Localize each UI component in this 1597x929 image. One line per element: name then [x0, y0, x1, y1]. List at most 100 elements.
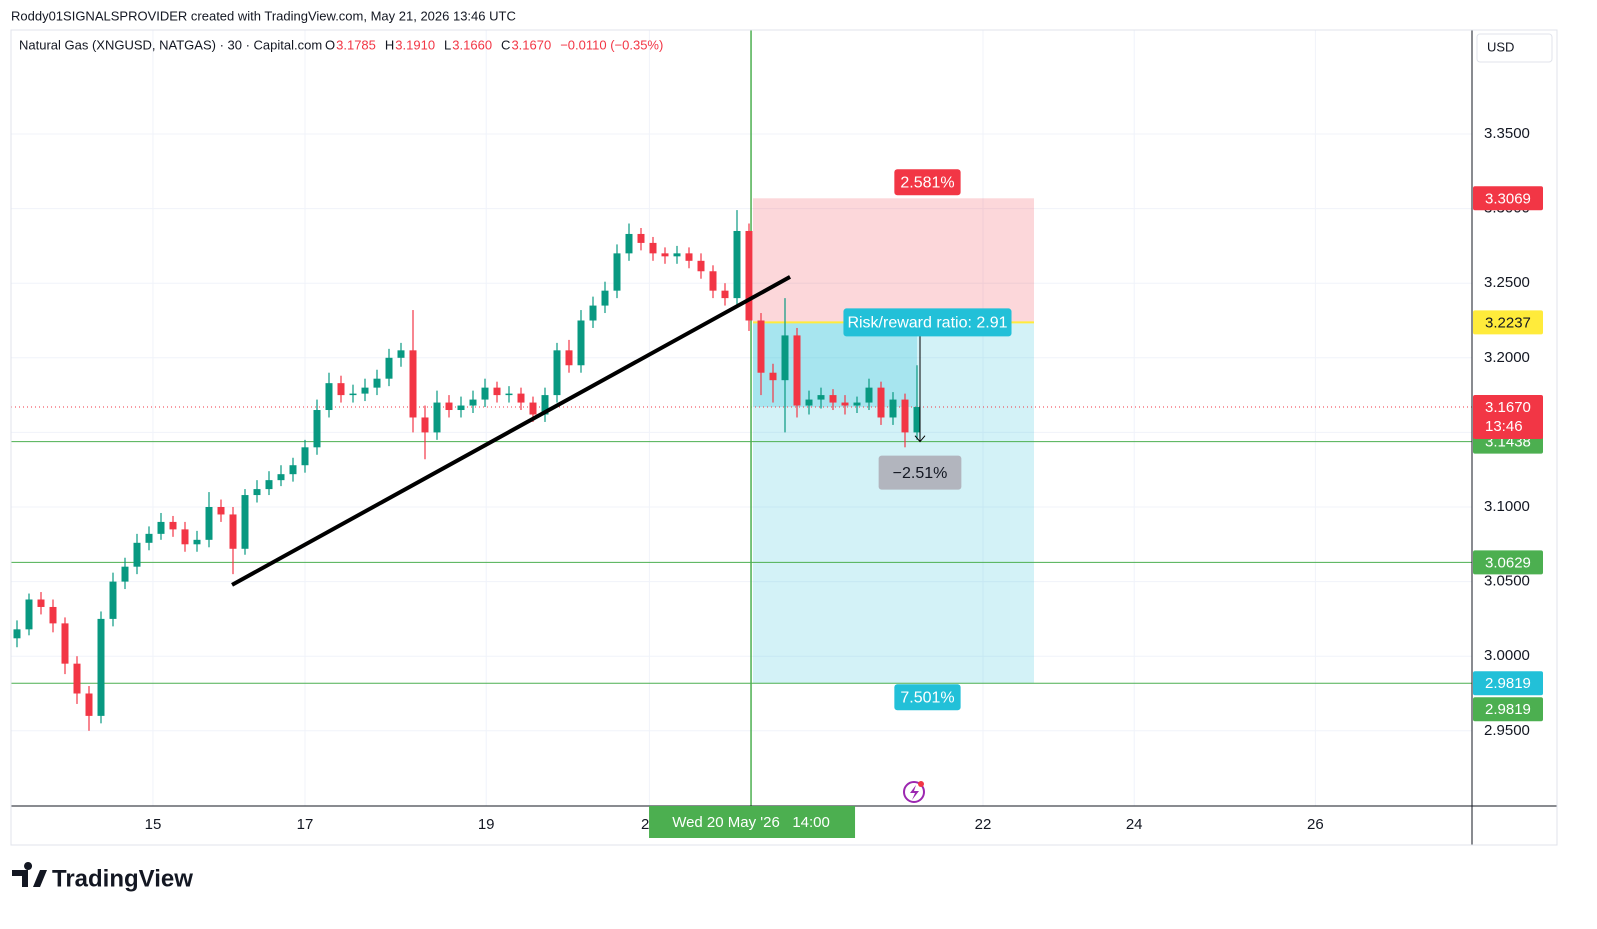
- candle-body: [721, 290, 729, 299]
- candle-body: [157, 521, 165, 534]
- candle-body: [145, 533, 153, 543]
- stop-zone: [752, 198, 1034, 323]
- plot: 2.95003.00003.05003.10003.15003.20003.25…: [10, 29, 1558, 846]
- candle-body: [889, 399, 897, 418]
- candle-body: [25, 599, 33, 630]
- price-label-bg: [1473, 550, 1543, 575]
- candle-body: [301, 447, 309, 466]
- open-pnl-label-bg: [878, 455, 962, 490]
- candle-body: [745, 230, 753, 321]
- candle-body: [493, 387, 501, 396]
- x-tick-label: 24: [1126, 816, 1143, 833]
- candle-body: [409, 350, 417, 418]
- y-tick-label: 2.9500: [1484, 722, 1530, 739]
- price-label-bg: [1473, 697, 1543, 722]
- candle-body: [901, 399, 909, 433]
- candle-body: [733, 230, 741, 299]
- candle-body: [865, 387, 873, 403]
- candle-body: [277, 474, 285, 481]
- candle-body: [565, 350, 573, 366]
- crosshair-label-group: Wed 20 May '26 14:00: [649, 806, 856, 838]
- pnl-arrowhead: [914, 435, 926, 443]
- ohlc-value: 3.1660: [452, 37, 492, 52]
- candle-body: [385, 357, 393, 379]
- ohlc: O 3.1785 H 3.1910 L 3.1660 C 3.1670 −0.0110 (−0.…: [325, 37, 663, 52]
- candle-body: [313, 410, 321, 448]
- candle-body: [337, 383, 345, 396]
- open-pnl-label-group: −2.51%: [878, 455, 962, 490]
- candle-body: [289, 465, 297, 475]
- candle-body: [373, 378, 381, 388]
- candle-body: [397, 350, 405, 358]
- x-tick-label: 19: [478, 816, 495, 833]
- y-tick-label: 3.2500: [1484, 274, 1530, 291]
- candle-body: [253, 489, 261, 496]
- candle-body: [805, 399, 813, 406]
- price-label-bg: [1473, 310, 1543, 335]
- candle-body: [421, 417, 429, 433]
- candle-body: [601, 290, 609, 306]
- y-tick-label: 3.2000: [1484, 349, 1530, 366]
- ohlc-value: 3.1910: [395, 37, 435, 52]
- candle-body: [817, 395, 825, 400]
- candle-body: [661, 253, 669, 257]
- candle-body: [553, 350, 561, 396]
- y-tick-label: 3.0000: [1484, 647, 1530, 664]
- candle-body: [709, 271, 717, 291]
- candle-body: [625, 233, 633, 254]
- open-pnl-zone: [752, 322, 917, 408]
- ohlc-key: H: [385, 37, 394, 52]
- candle-body: [649, 242, 657, 254]
- price-label-bg: [1473, 671, 1543, 696]
- candle-body: [577, 320, 585, 366]
- candle-body: [445, 402, 453, 411]
- ohlc-key: L: [444, 37, 451, 52]
- candle-body: [13, 629, 21, 639]
- candle-body: [697, 260, 705, 272]
- ratio-label-bg: [843, 308, 1012, 337]
- candle-body: [229, 514, 237, 549]
- candle-body: [481, 387, 489, 400]
- candle-body: [877, 387, 885, 418]
- change: −0.0110 (−0.35%): [560, 37, 663, 52]
- candle-body: [517, 393, 525, 403]
- candle-body: [169, 521, 177, 530]
- candle-body: [589, 305, 597, 321]
- candle-body: [913, 407, 921, 433]
- candle-body: [457, 405, 465, 411]
- x-tick-label: 26: [1307, 816, 1324, 833]
- price-label-bg: [1473, 186, 1543, 211]
- symbol: Natural Gas (XNGUSD, NATGAS) · 30 · Capi…: [19, 37, 322, 52]
- candle-body: [217, 506, 225, 515]
- trendline: [231, 275, 792, 587]
- candle-body: [685, 253, 693, 261]
- ratio-label-group: Risk/reward ratio: 2.91: [843, 308, 1012, 337]
- y-tick-label: 3.1000: [1484, 498, 1530, 515]
- candle-body: [61, 623, 69, 664]
- candle-body: [97, 618, 105, 716]
- candle-body: [637, 233, 645, 243]
- stop-label-group: 2.581%: [894, 169, 961, 196]
- candle-body: [769, 372, 777, 381]
- y-tick-label: 3.0500: [1484, 573, 1530, 590]
- price-label: 3.3069: [1485, 190, 1531, 207]
- candle-body: [121, 566, 129, 582]
- ratio-label: Risk/reward ratio: 2.91: [847, 315, 1007, 332]
- stop-label-bg: [894, 169, 961, 196]
- x-tick-label: 17: [297, 816, 314, 833]
- y-tick-label: 3.3500: [1484, 125, 1530, 142]
- last-price-bg: [1473, 395, 1543, 440]
- logo-mark: [12, 862, 47, 887]
- target-label-group: 7.501%: [894, 684, 961, 711]
- logo: TradingView: [12, 862, 193, 892]
- candle-body: [109, 581, 117, 619]
- candle-body: [541, 395, 549, 415]
- candle-body: [361, 387, 369, 394]
- open-pnl-label: −2.51%: [893, 465, 948, 482]
- crosshair-label: Wed 20 May '26 14:00: [672, 814, 830, 831]
- candle-body: [193, 539, 201, 545]
- candle-body: [469, 399, 477, 406]
- crosshair-label-bg: [649, 806, 856, 838]
- x-tick-label: 22: [975, 816, 992, 833]
